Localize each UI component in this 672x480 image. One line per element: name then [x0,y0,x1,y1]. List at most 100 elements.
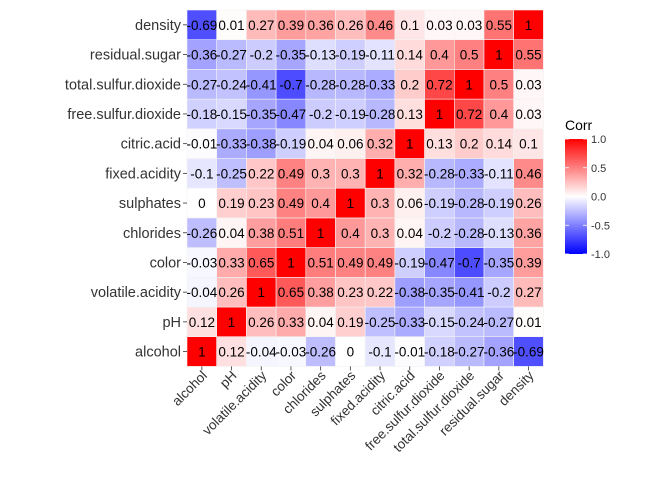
heatmap-cell [513,98,544,130]
cell-value-label: 0.13 [397,107,423,122]
heatmap-cell [305,9,336,41]
heatmap-cell [216,39,247,70]
heatmap-cell [483,128,515,159]
heatmap-cell [364,69,396,100]
cell-value-label: -0.33 [216,137,247,152]
heatmap-cell-labels: 1 0.12 -0.04-0.03-0.26 0 -0.1 -0.01-0.18-0.27… [186,18,543,360]
heatmap-cell [483,217,515,248]
heatmap-cell [424,128,455,159]
heatmap-cell [186,306,218,338]
y-tick-label: fixed.acidity [105,166,182,182]
cell-value-label: -0.28 [424,166,455,181]
heatmap-cell [364,9,396,41]
cell-value-label: -0.11 [484,166,514,181]
heatmap-cell [424,187,455,219]
cell-value-label: -0.19 [335,107,366,122]
cell-value-label: -0.01 [186,137,217,152]
heatmap-cell [335,306,366,338]
heatmap-cell [394,128,425,159]
cell-value-label: -0.26 [186,226,217,241]
cell-value-label: -0.35 [246,107,277,122]
heatmap-cell [216,9,247,41]
heatmap-cell [483,276,515,308]
x-tick-label: alcohol [169,368,210,409]
heatmap-cell [394,306,425,338]
cell-value-label: 1 [376,166,384,181]
cell-value-label: -0.2 [428,226,451,241]
legend-tick-label: -1.0 [591,249,610,261]
heatmap-cell [305,306,336,338]
cell-value-label: 1 [198,345,206,360]
heatmap-cell [305,128,336,159]
heatmap-cell [513,247,544,278]
cell-value-label: 0.1 [519,137,538,152]
cell-value-label: 0.03 [515,77,541,92]
heatmap-cell [216,98,247,130]
cell-value-label: -0.1 [368,345,391,360]
heatmap-cell [335,217,366,248]
heatmap-cell [453,187,485,219]
cell-value-label: 1 [525,18,533,33]
cell-value-label: -0.41 [454,285,485,300]
cell-value-label: 0.38 [308,285,334,300]
cell-value-label: 0.3 [341,166,360,181]
x-tick-label: pH [217,368,240,391]
cell-value-label: -0.26 [305,345,336,360]
heatmap-cell [483,306,515,338]
heatmap-cell [246,39,277,70]
cell-value-label: 0.5 [460,48,479,63]
cell-value-label: -0.25 [216,166,247,181]
cell-value-label: 0.4 [311,196,330,211]
cell-value-label: -0.04 [186,285,217,300]
heatmap-cell [305,276,336,308]
heatmap-cell [216,187,247,219]
cell-value-label: -0.27 [186,77,217,92]
legend-tick-label: 0.5 [591,163,606,175]
cell-value-label: -0.13 [305,48,336,63]
heatmap-cell [364,306,396,338]
heatmap-cell [216,336,247,367]
heatmap-cell [275,306,307,338]
heatmap-cell [453,69,485,100]
cell-value-label: 0.33 [218,255,244,270]
cell-value-label: 0.5 [489,77,508,92]
heatmap-cell [186,336,218,367]
cell-value-label: -0.25 [365,315,396,330]
cell-value-label: -0.33 [454,166,485,181]
y-tick-label: residual.sugar [90,48,181,64]
cell-value-label: 0.04 [397,226,424,241]
cell-value-label: -0.04 [246,345,277,360]
heatmap-cell [453,128,485,159]
cell-value-label: 0.72 [456,107,482,122]
cell-value-label: 0.04 [308,315,335,330]
cell-value-label: -0.69 [186,18,217,33]
heatmap-cell [186,158,218,189]
cell-value-label: 0.65 [278,285,304,300]
heatmap-cell [483,69,515,100]
x-axis: alcohol pHvolatile.aciditycolorchloridess… [169,366,537,455]
cell-value-label: 1 [436,107,444,122]
heatmap-cell [513,128,544,159]
heatmap-cell [216,69,247,100]
cell-value-label: 0.19 [337,315,363,330]
y-tick-label: free.sulfur.dioxide [67,107,181,123]
legend-title: Corr [565,117,593,133]
heatmap-cell [513,306,544,338]
heatmap-cell [186,98,218,130]
heatmap-cell [335,336,366,367]
y-tick-label: chlorides [123,226,181,242]
cell-value-label: 0.03 [456,18,482,33]
heatmap-cell [424,98,455,130]
cell-value-label: -0.19 [483,196,514,211]
cell-value-label: 0.51 [278,226,304,241]
heatmap-cell [453,276,485,308]
heatmap-cell [305,247,336,278]
heatmap-cell [186,276,218,308]
cell-value-label: 0 [198,196,206,211]
heatmap-cell [335,247,366,278]
cell-value-label: 1 [495,48,503,63]
cell-value-label: 0.27 [515,285,541,300]
cell-value-label: 0.03 [426,18,452,33]
heatmap-cell [275,276,307,308]
cell-value-label: -0.35 [424,285,455,300]
